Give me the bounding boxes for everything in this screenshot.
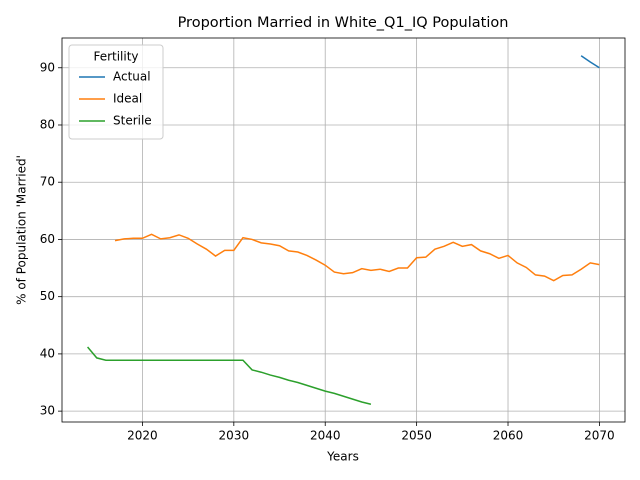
legend-title: Fertility	[93, 50, 138, 64]
legend-label: Sterile	[113, 114, 152, 128]
y-tick-label: 80	[40, 117, 55, 131]
series-line	[114, 233, 600, 282]
legend-box	[68, 44, 164, 140]
y-tick-label: 30	[40, 404, 55, 418]
x-tick-label: 2050	[401, 429, 432, 443]
x-axis-label: Years	[326, 450, 359, 464]
legend-label: Actual	[113, 70, 151, 84]
y-axis-label: % of Population 'Married'	[15, 155, 29, 305]
x-tick-label: 2060	[493, 429, 524, 443]
y-tick-label: 60	[40, 232, 55, 246]
x-tick-label: 2040	[310, 429, 341, 443]
x-tick-label: 2030	[219, 429, 250, 443]
y-tick-label: 50	[40, 289, 55, 303]
y-tick-label: 40	[40, 346, 55, 360]
series-line	[87, 346, 372, 405]
x-tick-label: 2070	[584, 429, 615, 443]
series-line	[580, 55, 600, 69]
chart-title: Proportion Married in White_Q1_IQ Popula…	[178, 15, 509, 31]
x-tick-label: 2020	[127, 429, 158, 443]
plot-frame	[61, 37, 626, 423]
y-tick-label: 90	[40, 60, 55, 74]
legend-label: Ideal	[113, 92, 142, 106]
y-tick-label: 70	[40, 175, 55, 189]
